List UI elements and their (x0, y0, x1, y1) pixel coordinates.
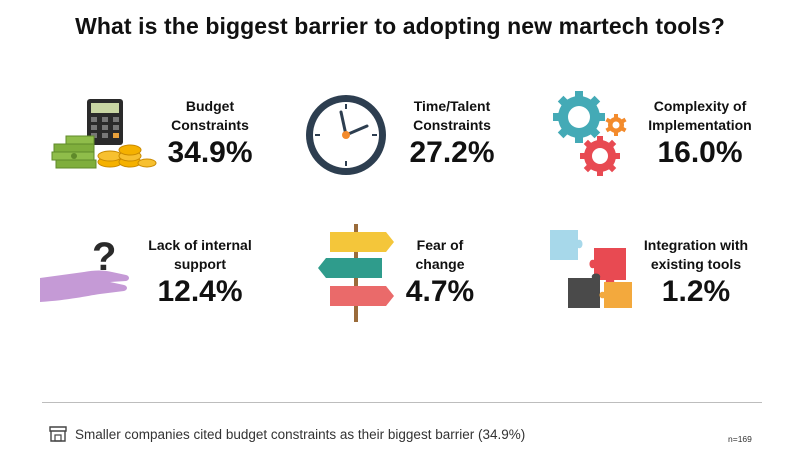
clock-icon (306, 95, 386, 175)
chart-title: What is the biggest barrier to adopting … (75, 13, 725, 39)
stat-value: 16.0% (657, 136, 743, 169)
signpost-icon (318, 224, 394, 322)
stat-label: change (415, 256, 465, 272)
stat-integration-with-existing-tools: Integration with existing tools 1.2% (636, 236, 756, 310)
stat-value: 27.2% (409, 136, 495, 169)
stat-label: Lack of internal (148, 237, 252, 253)
hand-question-icon: ? (40, 235, 129, 302)
footnote: Smaller companies cited budget constrain… (75, 427, 526, 442)
stat-label: Complexity of (653, 98, 747, 114)
stat-time-talent-constraints: Time/Talent Constraints 27.2% (392, 97, 512, 171)
stat-complexity-of-implementation: Complexity of Implementation 16.0% (640, 97, 760, 171)
stat-label: Constraints (171, 117, 249, 133)
stat-label: Fear of (416, 237, 464, 253)
stat-label: Integration with (643, 237, 749, 253)
stat-value: 12.4% (157, 275, 243, 308)
stat-label: Constraints (413, 117, 491, 133)
stat-budget-constraints: Budget Constraints 34.9% (150, 97, 270, 171)
stat-label: Implementation (648, 117, 752, 133)
sample-size: n=169 (728, 434, 752, 444)
stat-label: support (173, 256, 227, 272)
budget-money-icon (51, 99, 157, 169)
stat-value: 34.9% (167, 136, 253, 169)
stat-lack-of-internal-support: Lack of internal support 12.4% (140, 236, 260, 310)
gears-icon (553, 91, 627, 176)
stat-fear-of-change: Fear of change 4.7% (380, 236, 500, 310)
stat-value: 1.2% (661, 275, 731, 308)
divider (42, 402, 762, 403)
puzzle-icon (550, 230, 632, 308)
stat-value: 4.7% (405, 275, 475, 308)
stat-label: Budget (185, 98, 235, 114)
storefront-icon (49, 426, 67, 442)
stat-label: Time/Talent (413, 98, 491, 114)
stat-label: existing tools (650, 256, 742, 272)
